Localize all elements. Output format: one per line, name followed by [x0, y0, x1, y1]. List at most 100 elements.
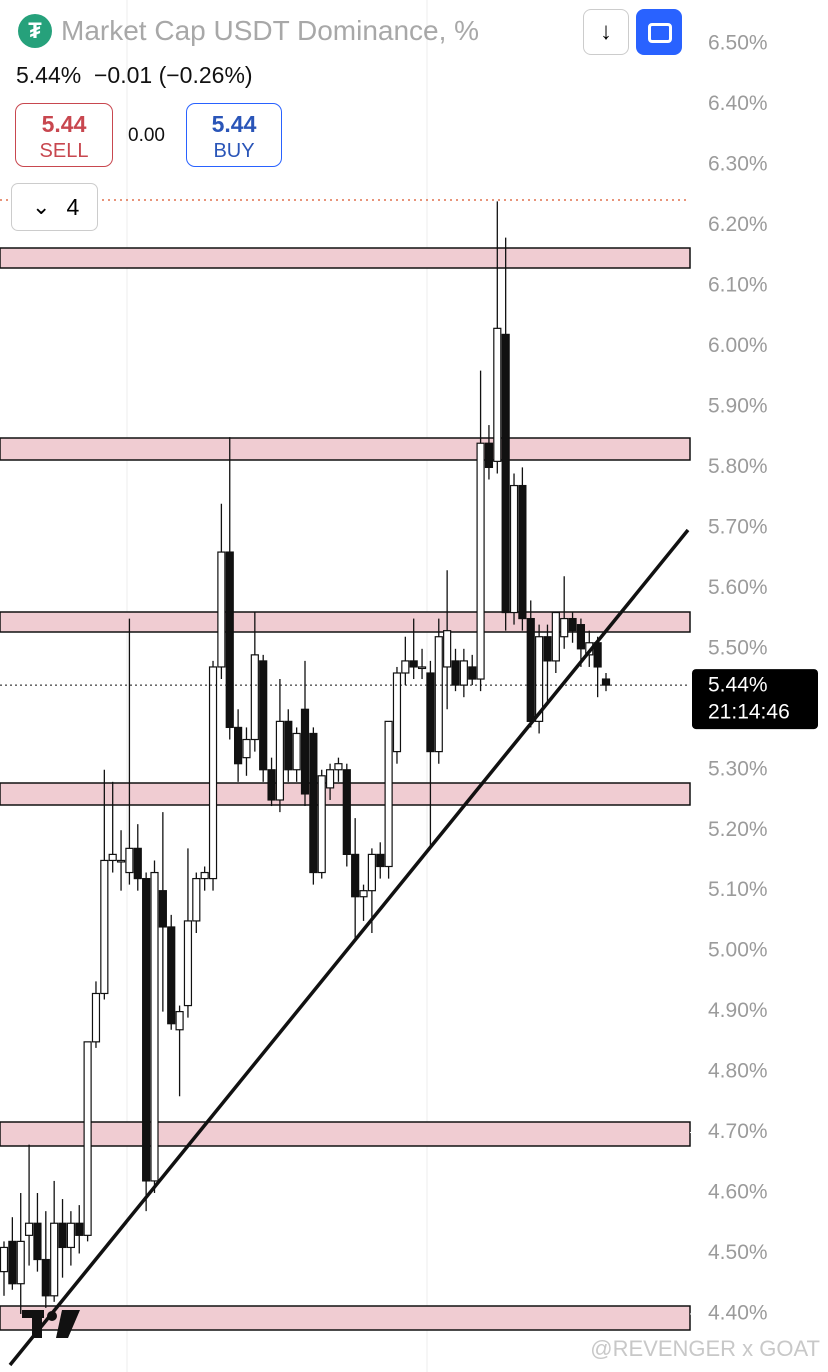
candle-body: [551, 611, 560, 662]
quote: 5.44% −0.01 (−0.26%): [16, 62, 253, 88]
candle-body: [342, 769, 351, 856]
candle-body: [217, 551, 226, 668]
candle-body: [351, 853, 360, 898]
candle-body: [535, 636, 544, 722]
candle-body: [317, 775, 326, 874]
candle-body: [434, 636, 443, 753]
zone: [0, 247, 691, 269]
candle-body: [401, 660, 410, 674]
trendline: [8, 528, 690, 1367]
zone: [0, 611, 691, 633]
candle-body: [183, 920, 193, 1007]
y-tick-label: 6.40%: [708, 92, 768, 115]
spread: 0.00: [128, 125, 165, 146]
y-tick-label: 5.60%: [708, 576, 768, 599]
y-tick-label: 5.80%: [708, 455, 768, 478]
zone: [0, 1305, 691, 1331]
countdown: 21:14:46: [708, 701, 790, 724]
candle-body: [158, 890, 167, 928]
indicators-toggle[interactable]: ⌄ 4: [11, 183, 98, 231]
y-tick-label: 6.20%: [708, 213, 768, 236]
y-tick-label: 5.50%: [708, 636, 768, 659]
candle-body: [167, 926, 176, 1025]
candle-body: [367, 853, 376, 892]
y-tick-label: 5.30%: [708, 757, 768, 780]
y-tick-label: 4.70%: [708, 1120, 768, 1143]
y-tick-label: 4.80%: [708, 1060, 768, 1083]
candle-body: [200, 871, 209, 880]
candle-body: [133, 847, 142, 880]
watermark: @REVENGER x GOAT: [590, 1336, 820, 1361]
y-tick-label: 6.10%: [708, 274, 768, 297]
candle-body: [526, 617, 535, 722]
candle-body: [476, 442, 485, 680]
candle-body: [576, 624, 586, 650]
candle-body: [284, 720, 293, 771]
candle-body: [300, 708, 310, 795]
candle-body: [16, 1240, 25, 1285]
candle-body: [75, 1222, 84, 1236]
candle-body: [560, 617, 569, 638]
chart-title: Market Cap USDT Dominance, %: [61, 15, 480, 46]
y-tick-label: 6.00%: [708, 334, 768, 357]
candle-body: [376, 853, 385, 868]
candle-body: [33, 1222, 42, 1261]
y-tick-label: 4.90%: [708, 999, 768, 1022]
candle-body: [234, 726, 243, 765]
fullscreen-button[interactable]: [636, 9, 682, 55]
buy-button[interactable]: 5.44 BUY: [186, 103, 282, 167]
usdt-icon: ₮: [18, 14, 52, 48]
candle-body: [267, 769, 276, 801]
candles: [0, 201, 611, 1314]
candle-body: [208, 666, 218, 880]
candle-body: [392, 672, 402, 753]
candle-body: [259, 660, 268, 771]
y-tick-label: 4.50%: [708, 1241, 768, 1264]
candle-body: [443, 630, 452, 668]
candle-body: [459, 660, 468, 686]
candle-body: [58, 1222, 67, 1249]
sell-price: 5.44: [41, 111, 87, 137]
y-tick-label: 4.40%: [708, 1301, 768, 1324]
download-button[interactable]: ↓: [583, 9, 629, 55]
last-price-label: 5.44%: [708, 674, 768, 697]
candle-body: [24, 1222, 34, 1236]
candle-body: [468, 666, 477, 680]
y-tick-label: 5.20%: [708, 818, 768, 841]
candle-body: [275, 720, 285, 801]
candle-body: [384, 720, 393, 868]
candle-body: [125, 847, 134, 874]
y-tick-label: 5.70%: [708, 515, 768, 538]
candle-body: [83, 1041, 92, 1236]
zone: [0, 437, 691, 461]
sell-button[interactable]: 5.44 SELL: [15, 103, 113, 167]
candle-body: [250, 654, 259, 741]
candle-body: [493, 327, 502, 462]
candle-body: [50, 1222, 59, 1297]
candle-body: [175, 1011, 184, 1031]
candle-body: [91, 992, 101, 1043]
candle-body: [451, 660, 460, 686]
candle-body: [417, 666, 427, 670]
candle-body: [192, 877, 201, 922]
candle-body: [8, 1240, 17, 1285]
candle-body: [242, 738, 251, 759]
candle-body: [484, 442, 494, 469]
candle-body: [509, 484, 519, 614]
symbol-row: ₮ Market Cap USDT Dominance, %: [18, 14, 479, 48]
buy-price: 5.44: [211, 111, 257, 137]
candle-body: [225, 551, 234, 729]
y-tick-label: 6.50%: [708, 32, 768, 55]
sell-label: SELL: [39, 140, 89, 162]
candle-body: [108, 853, 117, 862]
y-tick-label: 5.00%: [708, 939, 768, 962]
candle-body: [150, 871, 159, 1182]
candle-body: [116, 859, 126, 863]
price-axis: 6.50% 6.40% 6.30% 6.20% 6.10% 6.00% 5.90% 5.80%…: [690, 32, 768, 1324]
candle-body: [426, 672, 435, 753]
indicators-count: 4: [66, 193, 80, 220]
candle-body: [325, 769, 335, 789]
candle-body: [0, 1246, 9, 1273]
candle-body: [66, 1222, 75, 1249]
